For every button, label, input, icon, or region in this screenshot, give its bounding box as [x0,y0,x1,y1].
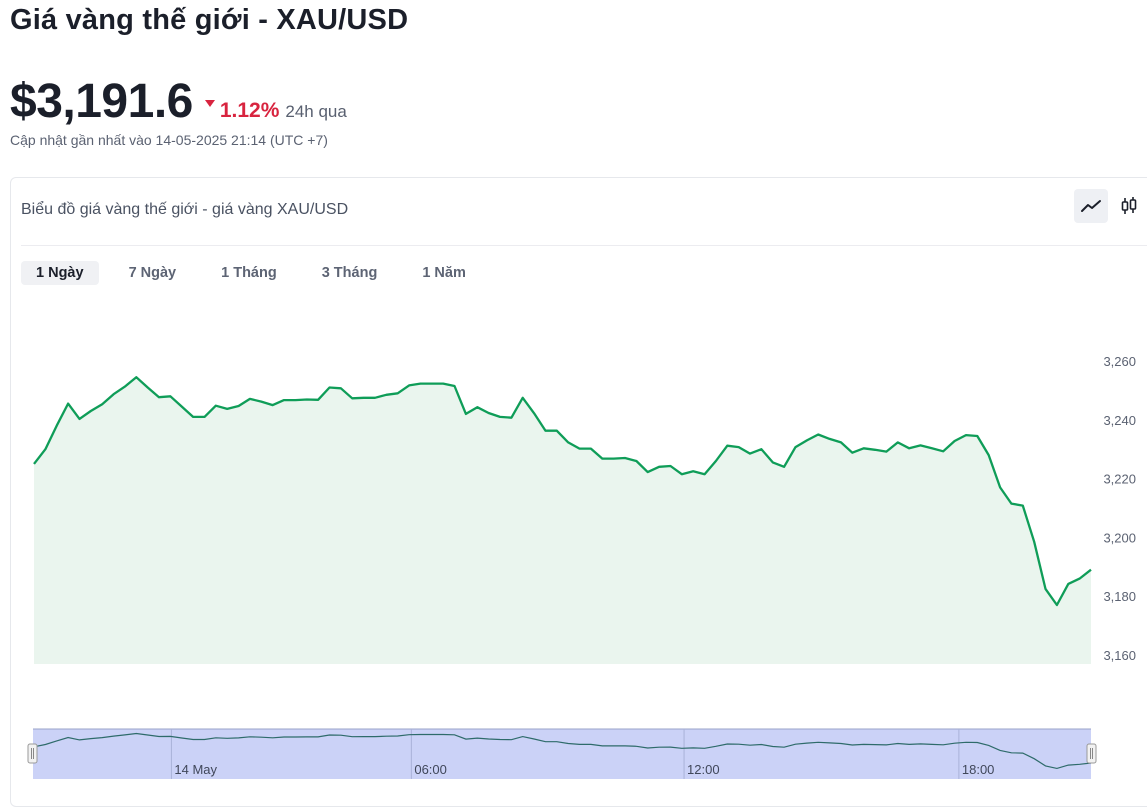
change-period: 24h qua [285,102,347,121]
price-summary: $3,191.6 1.12% 24h qua [10,74,347,129]
candlestick-chart-button[interactable] [1112,189,1146,223]
tab-1-month[interactable]: 1 Tháng [221,265,277,281]
y-tick-label: 3,180 [1103,589,1136,604]
navigator[interactable]: 14 May 06:00 12:00 18:00 [27,728,1097,779]
last-updated: Cập nhật gần nhất vào 14-05-2025 21:14 (… [10,132,328,148]
change-percent: 1.12% [219,99,280,122]
tab-1-day[interactable]: 1 Ngày [21,261,99,285]
navigator-right-handle[interactable] [1086,743,1097,764]
page-title: Giá vàng thế giới - XAU/USD [10,4,409,36]
down-arrow-icon [204,100,215,107]
navigator-time-label: 14 May [174,762,217,777]
price-area [34,377,1091,664]
range-tabs: 1 Ngày 7 Ngày 1 Tháng 3 Tháng 1 Năm [21,261,496,285]
y-tick-label: 3,200 [1103,530,1136,545]
current-price: $3,191.6 [10,75,193,128]
line-chart-button[interactable] [1074,189,1108,223]
navigator-time-label: 12:00 [687,762,720,777]
y-tick-label: 3,160 [1103,648,1136,663]
chart-card: Biểu đồ giá vàng thế giới - giá vàng XAU… [10,177,1147,807]
navigator-selection[interactable] [33,729,1091,779]
line-chart-icon [1081,200,1101,212]
navigator-grid [170,729,960,779]
candlestick-chart-icon [1121,197,1137,214]
price-line [33,376,1092,607]
chart-type-toggle [1074,189,1146,223]
card-divider [21,245,1147,246]
y-tick-label: 3,220 [1103,472,1136,487]
navigator-labels: 14 May 06:00 12:00 18:00 [174,762,994,777]
y-tick-label: 3,240 [1103,413,1136,428]
navigator-time-label: 18:00 [962,762,995,777]
chart-card-title: Biểu đồ giá vàng thế giới - giá vàng XAU… [21,201,349,218]
navigator-time-label: 06:00 [414,762,447,777]
y-axis: 3,260 3,240 3,220 3,200 3,180 3,160 [1103,354,1136,663]
navigator-line [33,732,1092,770]
tab-3-months[interactable]: 3 Tháng [321,265,378,281]
tab-7-days[interactable]: 7 Ngày [128,265,177,281]
navigator-left-handle[interactable] [27,743,38,764]
y-tick-label: 3,260 [1103,354,1136,369]
tab-1-year[interactable]: 1 Năm [422,265,466,281]
